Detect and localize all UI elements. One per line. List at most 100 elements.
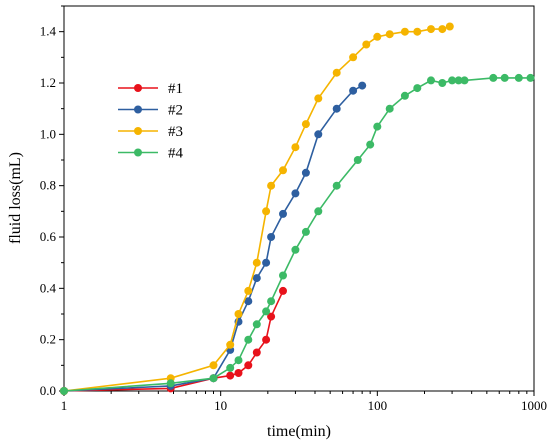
- x-tick-label: 1000: [521, 398, 547, 413]
- y-tick-label: 0.6: [40, 229, 57, 244]
- data-point: [226, 340, 235, 349]
- series-3: [60, 22, 454, 395]
- data-point: [262, 307, 271, 316]
- series-line: [63, 84, 363, 392]
- data-point: [385, 104, 394, 113]
- data-point: [454, 76, 463, 85]
- data-point: [267, 312, 276, 321]
- y-tick-label: 0.4: [40, 280, 57, 295]
- data-point: [349, 86, 358, 95]
- data-point: [427, 25, 435, 34]
- y-tick-label: 0.0: [40, 383, 56, 398]
- data-point: [226, 363, 235, 372]
- data-point: [267, 181, 276, 190]
- data-point: [373, 32, 382, 41]
- data-point: [279, 166, 287, 175]
- data-point: [267, 297, 276, 306]
- y-tick-label: 1.0: [40, 126, 56, 141]
- data-point: [353, 156, 362, 164]
- data-point: [460, 76, 469, 85]
- data-point: [314, 130, 323, 139]
- x-axis-title: time(min): [267, 423, 331, 440]
- data-point: [362, 40, 371, 49]
- data-point: [489, 73, 498, 82]
- data-point: [291, 189, 300, 198]
- data-point: [252, 258, 261, 267]
- data-point: [226, 371, 235, 380]
- data-point: [400, 27, 409, 36]
- y-tick-label: 0.2: [40, 332, 56, 347]
- data-point: [291, 143, 300, 152]
- legend-marker: [134, 148, 142, 157]
- series-layer: [60, 22, 535, 395]
- legend-item: #4: [118, 146, 184, 162]
- y-axis-title: fluid loss(mL): [7, 152, 24, 244]
- series-2: [60, 81, 367, 395]
- data-point: [244, 361, 253, 370]
- data-point: [400, 91, 409, 100]
- data-point: [366, 140, 375, 149]
- legend: #1 #2 #3 #4: [118, 81, 184, 162]
- legend-label: #1: [168, 81, 183, 97]
- data-point: [252, 274, 261, 283]
- y-tick-label: 0.8: [40, 178, 56, 193]
- data-point: [413, 84, 422, 93]
- data-point: [279, 209, 287, 218]
- data-point: [252, 320, 261, 329]
- data-point: [314, 207, 323, 216]
- x-tick-label: 1: [61, 398, 68, 413]
- legend-marker: [134, 127, 142, 135]
- series-line: [63, 77, 531, 392]
- data-point: [279, 286, 287, 295]
- data-point: [332, 181, 341, 190]
- data-point: [438, 79, 447, 87]
- data-point: [314, 94, 323, 103]
- data-point: [349, 53, 358, 62]
- legend-marker: [134, 105, 142, 114]
- axis-ticks: 1 10 100 1000 0.0 0.2 0.4 0.6 0.8 1.0 1.2 1.4: [40, 5, 547, 413]
- x-tick-label: 10: [214, 398, 227, 413]
- data-point: [166, 379, 175, 388]
- data-point: [244, 286, 253, 295]
- legend-label: #3: [168, 124, 183, 140]
- data-point: [301, 168, 310, 177]
- data-point: [301, 227, 310, 236]
- data-point: [526, 73, 535, 82]
- data-point: [358, 81, 367, 90]
- data-point: [244, 297, 253, 306]
- legend-marker: [134, 84, 142, 92]
- legend-label: #2: [168, 103, 183, 119]
- data-point: [262, 258, 271, 267]
- data-point: [332, 68, 341, 77]
- series-line: [63, 290, 284, 392]
- data-point: [209, 361, 218, 370]
- data-point: [448, 76, 457, 85]
- data-point: [413, 27, 422, 36]
- data-point: [262, 207, 271, 216]
- series-4: [60, 73, 535, 395]
- plot-frame: [63, 5, 535, 392]
- data-point: [244, 335, 253, 344]
- series-line: [63, 25, 451, 392]
- data-point: [427, 76, 435, 85]
- data-point: [60, 387, 68, 395]
- data-point: [291, 245, 300, 254]
- data-point: [234, 356, 243, 365]
- y-tick-label: 1.4: [40, 24, 57, 39]
- data-point: [385, 30, 394, 39]
- data-point: [438, 25, 447, 34]
- data-point: [234, 310, 243, 318]
- legend-label: #4: [168, 146, 184, 162]
- legend-item: #2: [118, 103, 183, 119]
- data-point: [514, 73, 523, 82]
- data-point: [445, 22, 454, 31]
- data-point: [301, 120, 310, 129]
- data-point: [262, 335, 271, 344]
- data-point: [209, 374, 218, 383]
- data-point: [332, 104, 341, 113]
- data-point: [373, 122, 382, 131]
- data-point: [234, 369, 243, 377]
- data-point: [500, 73, 509, 82]
- legend-item: #1: [118, 81, 183, 97]
